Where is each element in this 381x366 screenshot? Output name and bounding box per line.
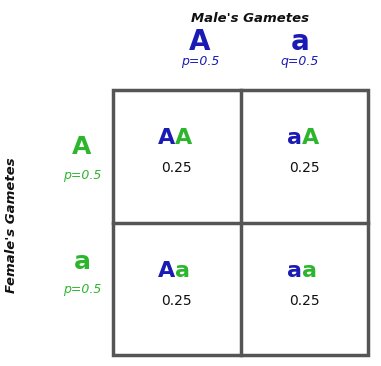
Text: a: a [287, 128, 302, 148]
Bar [113, 90, 368, 355]
Text: A: A [189, 28, 211, 56]
Text: 0.25: 0.25 [162, 294, 192, 308]
Text: p=0.5: p=0.5 [181, 55, 219, 68]
Text: A: A [175, 128, 192, 148]
Text: Female's Gametes: Female's Gametes [5, 157, 19, 293]
Text: A: A [157, 261, 175, 281]
Text: 0.25: 0.25 [162, 161, 192, 175]
Text: Male's Gametes: Male's Gametes [191, 12, 309, 25]
Text: 0.25: 0.25 [289, 294, 320, 308]
Text: q=0.5: q=0.5 [281, 55, 319, 68]
Text: p=0.5: p=0.5 [63, 284, 101, 296]
Text: a: a [175, 261, 190, 281]
Text: a: a [302, 261, 317, 281]
Text: p=0.5: p=0.5 [63, 168, 101, 182]
Text: A: A [302, 128, 320, 148]
Text: a: a [291, 28, 309, 56]
Text: A: A [72, 135, 92, 159]
Text: 0.25: 0.25 [289, 161, 320, 175]
Text: A: A [157, 128, 175, 148]
Text: a: a [287, 261, 302, 281]
Text: a: a [74, 250, 91, 274]
